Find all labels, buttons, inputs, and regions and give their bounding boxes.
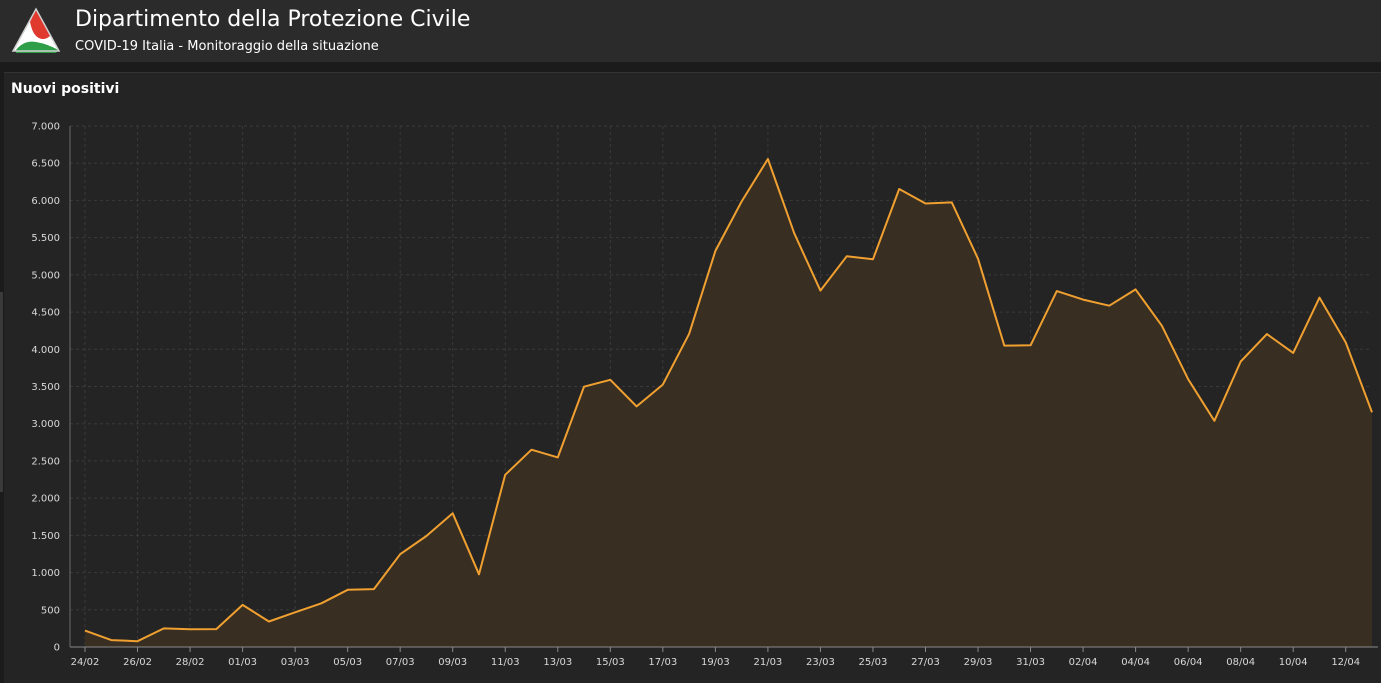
y-tick-label: 3.000	[31, 419, 60, 430]
y-tick-label: 4.500	[31, 308, 60, 319]
x-tick-label: 24/02	[71, 657, 100, 668]
y-tick-label: 2.500	[31, 456, 60, 467]
y-tick-label: 4.000	[31, 345, 60, 356]
y-tick-label: 5.500	[31, 233, 60, 244]
y-tick-label: 3.500	[31, 382, 60, 393]
x-tick-label: 19/03	[701, 657, 730, 668]
y-tick-label: 0	[54, 643, 60, 654]
x-tick-label: 12/04	[1331, 657, 1360, 668]
x-tick-label: 05/03	[333, 657, 362, 668]
x-tick-label: 27/03	[911, 657, 940, 668]
x-tick-label: 29/03	[964, 657, 993, 668]
y-tick-label: 5.000	[31, 270, 60, 281]
y-tick-label: 1.000	[31, 568, 60, 579]
y-tick-label: 6.000	[31, 196, 60, 207]
x-tick-label: 09/03	[438, 657, 467, 668]
x-tick-label: 13/03	[543, 657, 572, 668]
x-tick-label: 01/03	[228, 657, 257, 668]
x-tick-label: 17/03	[648, 657, 677, 668]
x-tick-label: 02/04	[1069, 657, 1098, 668]
x-tick-label: 23/03	[806, 657, 835, 668]
y-tick-label: 1.500	[31, 531, 60, 542]
y-tick-label: 7.000	[31, 122, 60, 133]
x-tick-label: 15/03	[596, 657, 625, 668]
x-tick-label: 03/03	[281, 657, 310, 668]
x-tick-label: 26/02	[123, 657, 152, 668]
x-tick-label: 31/03	[1016, 657, 1045, 668]
y-tick-label: 6.500	[31, 159, 60, 170]
x-tick-label: 10/04	[1279, 657, 1308, 668]
x-tick-label: 11/03	[491, 657, 520, 668]
y-tick-label: 2.000	[31, 494, 60, 505]
x-tick-label: 08/04	[1226, 657, 1255, 668]
x-tick-label: 04/04	[1121, 657, 1150, 668]
x-tick-label: 25/03	[859, 657, 888, 668]
series-area	[85, 159, 1372, 647]
x-tick-label: 21/03	[753, 657, 782, 668]
series-area-layer	[85, 159, 1372, 647]
x-tick-label: 06/04	[1174, 657, 1203, 668]
x-tick-label: 28/02	[176, 657, 205, 668]
x-tick-label: 07/03	[386, 657, 415, 668]
y-tick-label: 500	[41, 605, 60, 616]
